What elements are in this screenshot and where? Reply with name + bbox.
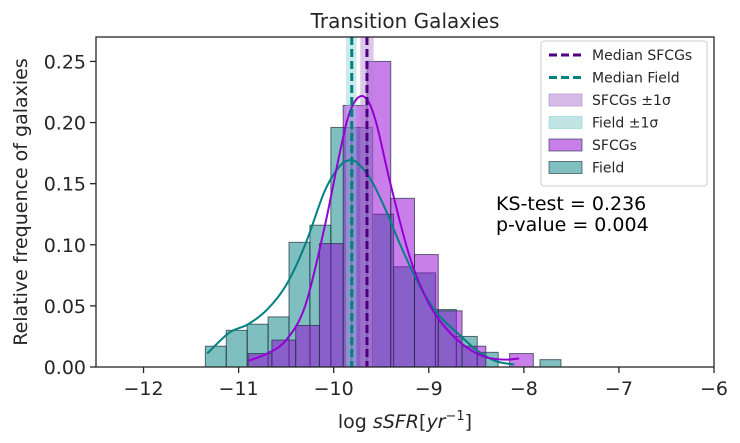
legend: Median SFCGs Median Field SFCGs ±1σ Field ±…: [540, 40, 708, 187]
ks-test-annotation: KS-test = 0.236: [496, 193, 646, 215]
x-tick-label: −8: [510, 378, 538, 400]
y-tick-label: 0.00: [44, 357, 86, 379]
field-bar: [204, 345, 227, 368]
p-value-annotation: p-value = 0.004: [496, 214, 649, 236]
sigma-bands: [346, 37, 374, 367]
sfcgs-bar: [295, 324, 320, 368]
legend-label-sfcgs-1: SFCGs ±1σ: [592, 93, 671, 109]
legend-swatch-sfcgs-1: [548, 93, 583, 107]
sfcgs-bar: [390, 197, 416, 368]
x-label-open: [: [419, 411, 426, 433]
x-tick-label: −6: [700, 378, 728, 400]
x-label-exp: −1: [446, 409, 465, 424]
sfcgs-histogram: [247, 60, 534, 368]
field-sigma-band: [346, 37, 357, 367]
y-tick-label: 0.05: [44, 296, 86, 318]
plot-frame: [95, 36, 715, 368]
plot-area: [204, 37, 562, 368]
kde-curves: [206, 94, 520, 366]
x-tick-label: −9: [415, 378, 443, 400]
x-axis: −12 −11 −10 −9 −8 −7 −6: [123, 367, 728, 400]
x-label-prefix: log: [338, 411, 373, 433]
x-tick-label: −7: [605, 378, 633, 400]
legend-swatch-field: [548, 161, 583, 174]
legend-label-field-1: Field ±1σ: [592, 116, 658, 132]
x-tick-label: −11: [219, 378, 259, 400]
x-label-var: sSFR: [373, 411, 419, 433]
y-axis: 0.00 0.05 0.10 0.15 0.20 0.25: [44, 51, 96, 379]
y-tick-label: 0.15: [44, 174, 86, 196]
sfcgs-kde-curve: [247, 94, 520, 362]
sfcgs-bar: [318, 243, 344, 368]
x-label-close: ]: [465, 411, 472, 433]
y-tick-label: 0.25: [44, 51, 86, 73]
field-bar: [539, 359, 562, 368]
legend-label-median-sfcgs: Median SFCGs: [592, 48, 692, 64]
x-axis-label: log sSFR[yr−1]: [338, 409, 472, 433]
median-lines: [350, 37, 369, 367]
legend-swatch-sfcgs: [548, 138, 583, 152]
legend-label-sfcgs: SFCGs: [592, 138, 637, 154]
y-tick-label: 0.10: [44, 235, 86, 257]
legend-swatch-field-1: [548, 116, 583, 129]
chart-title: Transition Galaxies: [310, 9, 500, 33]
x-tick-label: −12: [123, 378, 163, 400]
legend-label-median-field: Median Field: [592, 71, 680, 87]
x-label-unit: yr: [425, 411, 446, 433]
sfcgs-bar: [271, 339, 297, 368]
legend-label-field: Field: [592, 161, 624, 177]
x-tick-label: −10: [314, 378, 354, 400]
y-axis-label: Relative frequence of galaxies: [10, 58, 32, 346]
field-bar: [225, 329, 248, 368]
y-tick-label: 0.20: [44, 113, 86, 135]
field-kde-curve: [206, 158, 515, 366]
sfcgs-sigma-band: [360, 37, 374, 367]
